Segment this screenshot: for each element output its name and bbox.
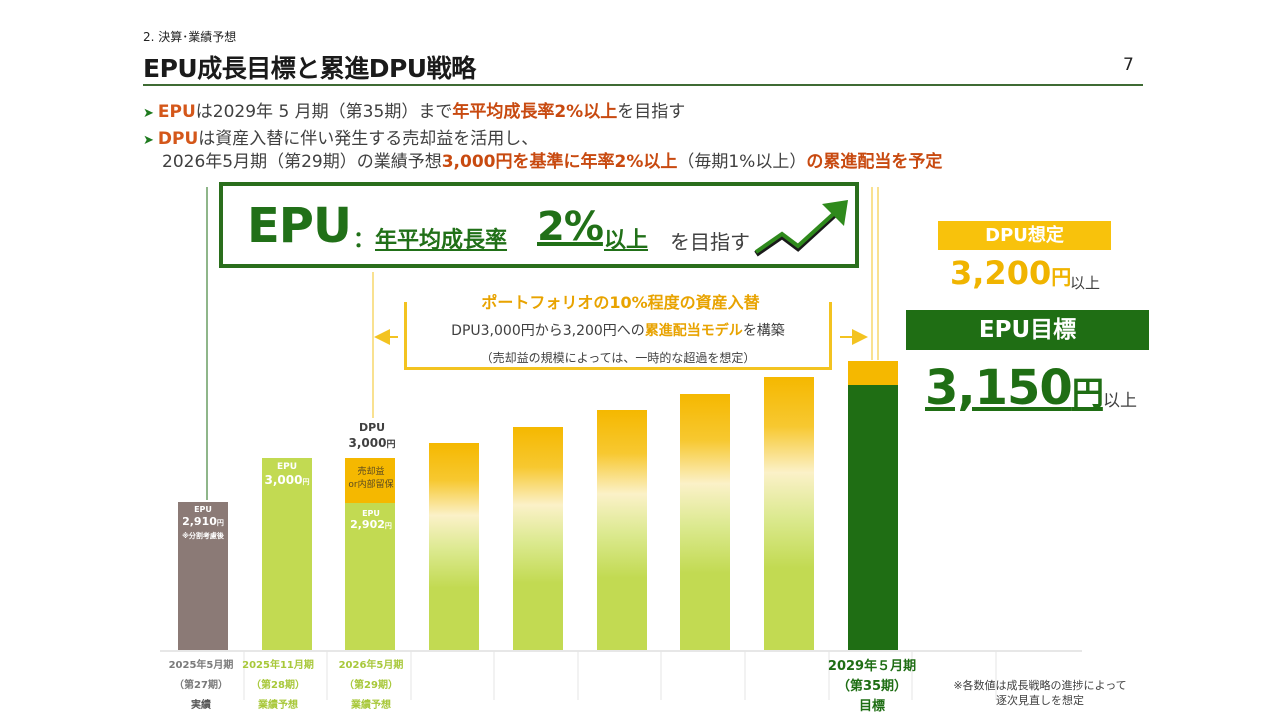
bar3-dpu-value: 3,000	[348, 436, 387, 450]
x-label-2029-05: 2029年５月期 （第35期） 目標	[822, 657, 922, 717]
growth-arrow-icon	[754, 200, 848, 257]
x-label-line: 目標	[858, 699, 885, 714]
bar3-dpu-value-label: 3,000円	[336, 437, 408, 452]
x-label-line: 業績予想	[258, 700, 298, 711]
bullet-emphasis: 3,000円を基準に年率2%以上	[441, 152, 678, 172]
bar3-gain-label2: or内部留保	[348, 480, 394, 490]
bar2-epu-label: EPU	[276, 462, 298, 472]
section-label: 2. 決算･業績予想	[143, 30, 237, 44]
x-label-line: （第35期）	[836, 679, 908, 694]
bullet-dpu-line2: 2026年5月期（第29期）の業績予想3,000円を基準に年率2%以上（毎期1%…	[162, 147, 942, 172]
epu-target-suffix: 以上	[1103, 391, 1137, 411]
bullet-text: は資産入替に伴い発生する売却益を活用し、	[198, 129, 539, 149]
triangle-bullet-icon: ➤	[143, 106, 154, 121]
bullet-text: を目指す	[617, 102, 686, 122]
bar1-epu-label: EPU	[194, 505, 212, 514]
portfolio-text: DPU3,000円から3,200円への	[451, 323, 645, 339]
chart-group	[160, 187, 1082, 700]
epu-goal-colon: ：	[353, 228, 376, 253]
portfolio-emphasis: 累進配当モデル	[644, 323, 743, 339]
bar-2026-05-epu	[345, 503, 395, 650]
epu-goal-percent: 2%	[537, 204, 604, 250]
epu-goal-sub2: 以上	[604, 228, 649, 253]
portfolio-text: を構築	[742, 323, 785, 339]
portfolio-line1: DPU3,000円から3,200円への累進配当モデルを構築	[404, 320, 832, 340]
x-label-line: 2025年11月期	[242, 660, 314, 671]
bar3-epu-value: 2,902	[350, 518, 385, 531]
portfolio-box	[404, 302, 832, 370]
portfolio-title: ポートフォリオの10%程度の資産入替	[458, 289, 783, 313]
x-label-2026-05: 2026年5月期 （第29期） 業績予想	[333, 656, 409, 716]
portfolio-line2: （売却益の規模によっては、一時的な超過を想定）	[480, 351, 756, 365]
bar-2029-05-dpu	[848, 361, 898, 385]
bar3-epu-value-label: 2,902円	[344, 518, 398, 533]
bar2-value: 3,000	[264, 473, 303, 487]
dpu-target-value: 3,200円	[950, 254, 1071, 292]
bar-2025-11-epu	[262, 458, 312, 650]
bullet-lead: DPU	[157, 129, 199, 149]
bullet-dpu: ➤ DPUは資産入替に伴い発生する売却益を活用し、	[143, 124, 538, 149]
page-title: EPU成長目標と累進DPU戦略	[143, 54, 476, 83]
x-label-line: 実績	[191, 700, 211, 711]
bar2-unit: 円	[302, 478, 310, 486]
bullet-text: は2029年 5 月期（第35期）まで	[195, 102, 453, 122]
x-label-line: 業績予想	[351, 700, 391, 711]
bullet-lead: EPU	[157, 102, 196, 122]
x-label-line: （第29期）	[344, 680, 398, 691]
bullet-emphasis: の累進配当を予定	[806, 152, 943, 172]
epu-target-label: EPU目標	[906, 310, 1149, 350]
epu-target-unit: 円	[1071, 374, 1104, 412]
bar1-value-label: 2,910円	[176, 515, 230, 530]
x-label-line: （第27期）	[174, 680, 228, 691]
bullet-epu: ➤ EPUは2029年 5 月期（第35期）まで年平均成長率2%以上を目指す	[143, 97, 685, 122]
x-label-2025-05: 2025年5月期 （第27期） 実績	[163, 656, 239, 716]
page-number: 7	[1123, 55, 1134, 75]
bar1-value: 2,910	[182, 515, 217, 528]
bar3-dpu-label: DPU	[358, 421, 386, 434]
x-label-line: 2029年５月期	[827, 659, 917, 674]
footnote: ※各数値は成長戦略の進捗によって逐次見直しを想定	[953, 679, 1127, 707]
epu-goal-heading: EPU	[247, 198, 352, 254]
bar2-value-label: 3,000円	[260, 474, 314, 489]
x-label-line: 2026年5月期	[338, 660, 404, 671]
bar1-unit: 円	[216, 519, 224, 527]
bar-2025-05-epu	[178, 502, 228, 650]
epu-goal-box	[219, 182, 859, 268]
bar-projection	[429, 443, 479, 650]
x-label-2025-11: 2025年11月期 （第28期） 業績予想	[240, 656, 316, 716]
triangle-bullet-icon: ➤	[143, 133, 154, 148]
bullet-text: （毎期1%以上）	[677, 152, 807, 172]
epu-goal-tail: を目指す	[670, 230, 750, 254]
epu-goal-sub: 年平均成長率	[375, 228, 508, 253]
bar-2029-05-epu	[848, 385, 898, 650]
epu-target-number: 3,150	[925, 360, 1073, 416]
bullet-emphasis: 年平均成長率2%以上	[452, 102, 618, 122]
bar1-note: ※分割考慮後	[182, 532, 224, 540]
dpu-target-label: DPU想定	[938, 221, 1111, 250]
bar-projection	[680, 394, 730, 650]
dpu-target-number: 3,200	[950, 254, 1052, 292]
bar-projection	[513, 427, 563, 650]
bar3-gain-label: 売却益	[357, 467, 385, 477]
x-label-line: （第28期）	[251, 680, 305, 691]
bar-projection	[597, 410, 647, 650]
bar3-epu-unit: 円	[384, 522, 392, 530]
title-divider	[143, 84, 1143, 86]
epu-target-value: 3,150円	[925, 360, 1104, 416]
dpu-target-unit: 円	[1051, 265, 1072, 289]
bar-projection	[764, 377, 814, 650]
dpu-target-suffix: 以上	[1070, 274, 1101, 292]
bar-2026-05-dpu	[345, 458, 395, 503]
bar3-epu-label: EPU	[362, 509, 380, 518]
x-label-line: 2025年5月期	[168, 660, 234, 671]
bullet-text: 2026年5月期（第29期）の業績予想	[162, 152, 442, 172]
bar3-dpu-unit: 円	[386, 440, 396, 450]
